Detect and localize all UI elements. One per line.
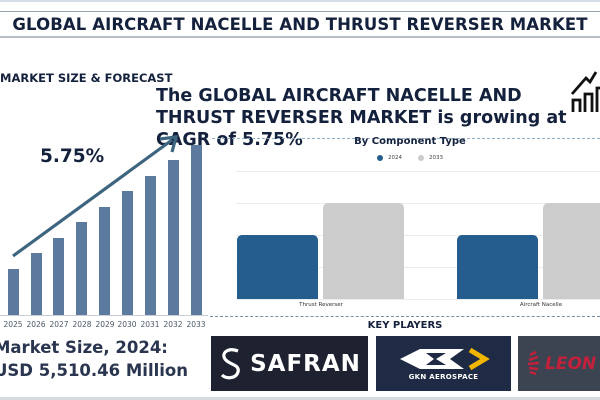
forecast-bar bbox=[168, 160, 179, 315]
forecast-bar bbox=[122, 191, 133, 315]
forecast-bar bbox=[191, 145, 202, 315]
bar-aircraft-nacelle-2033 bbox=[543, 203, 600, 299]
forecast-baseline bbox=[0, 315, 208, 316]
year-label: 2030 bbox=[117, 320, 137, 329]
year-label: 2033 bbox=[186, 320, 206, 329]
forecast-bar bbox=[76, 222, 87, 315]
bar-thrust-reverser-2033 bbox=[323, 203, 404, 299]
forecast-bar-chart: 5.75% 2025 2026 2027 2028 2029 2030 2031… bbox=[0, 130, 212, 330]
forecast-section-label: MARKET SIZE & FORECAST bbox=[0, 71, 173, 85]
gkn-wordmark: GKN AEROSPACE bbox=[408, 372, 479, 381]
top-border bbox=[0, 0, 600, 2]
growth-chart-icon bbox=[570, 71, 600, 112]
page-title: GLOBAL AIRCRAFT NACELLE AND THRUST REVER… bbox=[12, 14, 588, 34]
bar-thrust-reverser-2024 bbox=[237, 235, 318, 299]
logo-leonardo: LEON bbox=[518, 336, 600, 391]
safran-s-icon bbox=[220, 347, 240, 379]
divider-dashed bbox=[210, 316, 600, 317]
forecast-bar bbox=[8, 269, 19, 315]
divider-dashed bbox=[212, 138, 600, 139]
bottom-border bbox=[0, 397, 600, 400]
legend-dot-icon bbox=[377, 155, 383, 161]
market-size-value: USD 5,510.46 Million bbox=[0, 361, 189, 380]
market-size-label: Market Size, 2024: bbox=[0, 338, 168, 357]
year-label: 2032 bbox=[163, 320, 183, 329]
component-bar-chart: Thrust Reverser Aircraft Nacelle bbox=[236, 171, 600, 308]
title-banner: GLOBAL AIRCRAFT NACELLE AND THRUST REVER… bbox=[0, 11, 600, 38]
category-label: Thrust Reverser bbox=[299, 302, 343, 308]
trend-arrow-icon bbox=[12, 135, 179, 258]
key-players-title: KEY PLAYERS bbox=[367, 320, 443, 331]
legend-label: 2024 bbox=[388, 155, 402, 161]
chart-legend: 2024 2033 bbox=[220, 155, 600, 161]
legend-dot-icon bbox=[418, 155, 424, 161]
safran-wordmark: SAFRAN bbox=[250, 350, 361, 377]
forecast-bar bbox=[99, 207, 110, 315]
year-label: 2026 bbox=[26, 320, 46, 329]
cagr-value: 5.75% bbox=[40, 146, 105, 167]
logo-safran: SAFRAN bbox=[211, 336, 368, 391]
component-chart-title: By Component Type bbox=[354, 136, 466, 147]
year-label: 2025 bbox=[3, 320, 23, 329]
gridline bbox=[236, 235, 600, 236]
legend-item-2033: 2033 bbox=[418, 155, 443, 161]
category-label: Aircraft Nacelle bbox=[519, 302, 563, 308]
forecast-bar bbox=[145, 176, 156, 315]
forecast-bar bbox=[31, 253, 42, 315]
gridline bbox=[236, 171, 600, 172]
year-label: 2031 bbox=[140, 320, 160, 329]
year-label: 2029 bbox=[95, 320, 115, 329]
forecast-bar bbox=[53, 238, 64, 315]
logo-gkn-aerospace: GKN AEROSPACE bbox=[376, 336, 511, 391]
leonardo-wordmark: LEON bbox=[545, 353, 597, 374]
gkn-mark-icon bbox=[399, 347, 490, 370]
gridline bbox=[236, 299, 600, 300]
gridline bbox=[236, 267, 600, 268]
gridline bbox=[236, 203, 600, 204]
forecast-bar-area bbox=[0, 130, 212, 315]
bar-aircraft-nacelle-2024 bbox=[457, 235, 538, 299]
year-label: 2027 bbox=[49, 320, 69, 329]
leonardo-emblem-icon bbox=[527, 350, 540, 375]
market-size-block: Market Size, 2024: USD 5,510.46 Million bbox=[0, 336, 188, 382]
legend-label: 2033 bbox=[429, 155, 443, 161]
year-label: 2028 bbox=[72, 320, 92, 329]
legend-item-2024: 2024 bbox=[377, 155, 402, 161]
